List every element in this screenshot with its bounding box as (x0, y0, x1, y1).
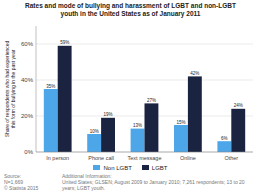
legend-item: LGBT (142, 164, 168, 172)
legend-label: Non LGBT (103, 164, 131, 172)
y-tick-label: 20% (21, 113, 34, 119)
data-label: 35% (46, 84, 55, 89)
legend-swatch (93, 165, 100, 170)
data-label: 42% (190, 71, 199, 76)
bar (174, 125, 188, 152)
footer: Source: N=1,669 © Statista 2015 Addition… (4, 172, 257, 191)
y-axis-line (36, 26, 37, 152)
bar (131, 129, 145, 152)
data-label: 10% (90, 129, 99, 134)
x-tick-label: Online (180, 155, 196, 161)
bar (44, 89, 58, 152)
x-tick-label: Text message (128, 155, 162, 161)
page: Rates and mode of bullying and harassmen… (0, 0, 261, 193)
x-tick-label: Other (224, 155, 238, 161)
x-tick-label: In person (46, 155, 69, 161)
chart-svg: 0% 20% 40% 60% Share of respondents who had … (4, 18, 257, 163)
data-label: 24% (234, 103, 243, 108)
bars (44, 46, 245, 152)
y-axis-label-line: this form of bullying in the past year (10, 49, 16, 128)
source-note: Source: N=1,669 © Statista 2015 (4, 173, 56, 191)
data-label: 15% (176, 120, 185, 125)
data-label: 6% (221, 136, 228, 141)
x-axis-line (36, 152, 253, 153)
bar (231, 109, 245, 152)
data-label: 13% (133, 123, 142, 128)
bar (145, 103, 159, 152)
legend-label: LGBT (152, 164, 168, 172)
data-label: 59% (60, 40, 69, 45)
chart-area: 0% 20% 40% 60% Share of respondents who had … (4, 18, 257, 163)
legend-item: Non LGBT (93, 164, 131, 172)
info-note: Additional Information: United States; G… (62, 173, 257, 191)
y-tick-label: 60% (21, 41, 34, 47)
bar (58, 46, 72, 152)
bar (217, 141, 231, 152)
y-tick-label: 40% (21, 77, 34, 83)
data-label: 19% (104, 112, 113, 117)
data-label: 27% (147, 98, 156, 103)
y-tick-label: 0% (24, 149, 33, 155)
legend: Non LGBT LGBT (4, 163, 257, 172)
bar (101, 118, 115, 152)
y-axis-label: Share of respondents who had experienced… (4, 40, 16, 137)
legend-swatch (142, 165, 149, 170)
bar (87, 134, 101, 152)
title: Rates and mode of bullying and harassmen… (4, 2, 257, 18)
bar (188, 76, 202, 152)
x-tick-label: Phone call (88, 155, 114, 161)
